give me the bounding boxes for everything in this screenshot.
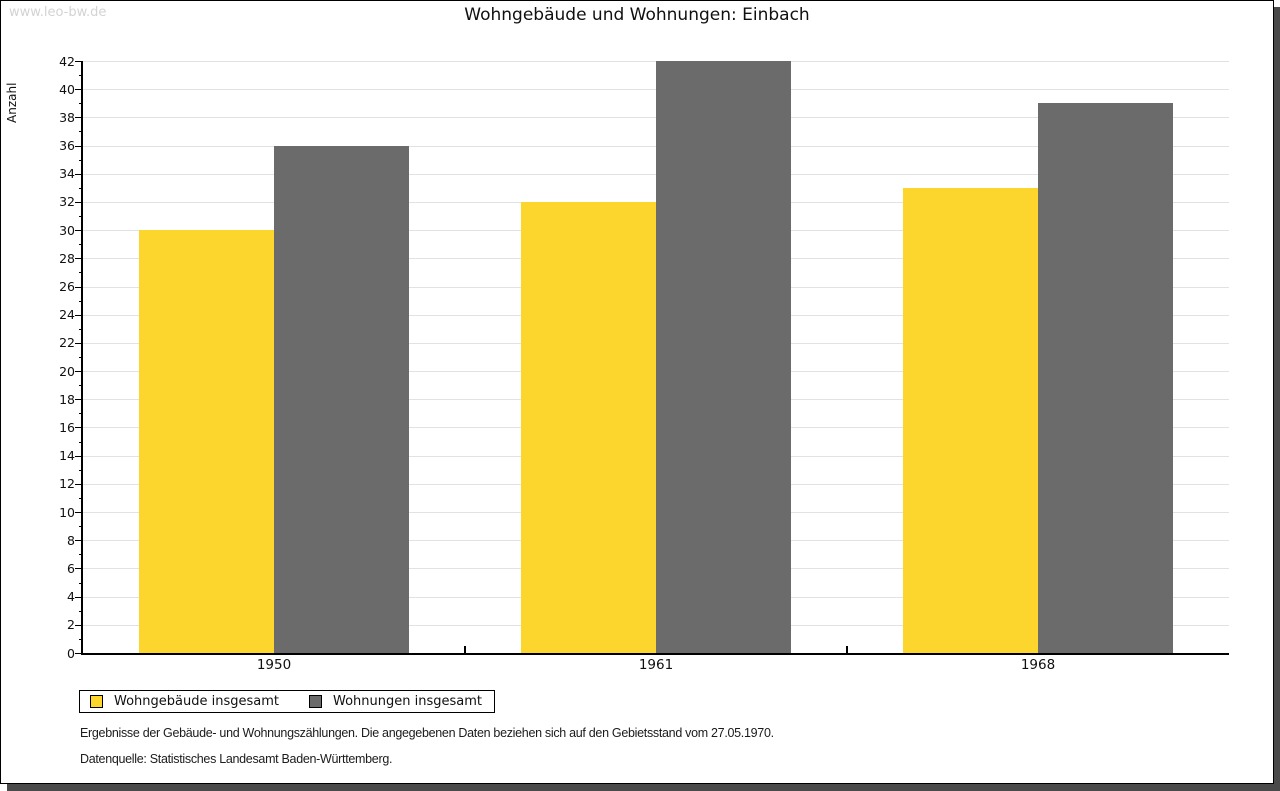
legend-item: Wohnungen insgesamt	[309, 694, 482, 709]
y-major-tick	[75, 597, 83, 598]
legend-swatch	[90, 695, 103, 708]
y-tick-label: 42	[59, 54, 75, 69]
y-major-tick	[75, 61, 83, 62]
y-minor-tick	[79, 442, 83, 443]
page-title: Wohngebäude und Wohnungen: Einbach	[464, 5, 810, 25]
y-minor-tick	[79, 554, 83, 555]
watermark: www.leo-bw.de	[9, 5, 107, 20]
y-axis-title: Anzahl	[5, 82, 19, 123]
y-minor-tick	[79, 188, 83, 189]
y-minor-tick	[79, 103, 83, 104]
y-tick-label: 34	[59, 166, 75, 181]
y-minor-tick	[79, 639, 83, 640]
y-tick-label: 10	[59, 505, 75, 520]
y-tick-label: 2	[67, 617, 75, 632]
y-tick-label: 8	[67, 533, 75, 548]
y-major-tick	[75, 287, 83, 288]
legend-label: Wohngebäude insgesamt	[114, 694, 279, 709]
legend: Wohngebäude insgesamt Wohnungen insgesamt	[79, 690, 495, 713]
y-major-tick	[75, 484, 83, 485]
y-major-tick	[75, 117, 83, 118]
x-group-separator-tick	[464, 646, 466, 653]
y-major-tick	[75, 174, 83, 175]
y-minor-tick	[79, 526, 83, 527]
y-minor-tick	[79, 329, 83, 330]
y-minor-tick	[79, 244, 83, 245]
y-major-tick	[75, 427, 83, 428]
y-major-tick	[75, 146, 83, 147]
y-tick-label: 36	[59, 138, 75, 153]
y-minor-tick	[79, 583, 83, 584]
bar-1950-series1	[139, 230, 274, 653]
y-tick-label: 16	[59, 420, 75, 435]
bar-1961-series2	[656, 61, 791, 653]
y-major-tick	[75, 456, 83, 457]
y-tick-label: 0	[67, 646, 75, 661]
bar-1968-series1	[903, 188, 1038, 653]
legend-label: Wohnungen insgesamt	[333, 694, 482, 709]
y-minor-tick	[79, 75, 83, 76]
y-major-tick	[75, 202, 83, 203]
y-major-tick	[75, 230, 83, 231]
x-group-separator-tick	[846, 646, 848, 653]
y-tick-label: 18	[59, 392, 75, 407]
plot-area	[83, 61, 1229, 653]
y-tick-label: 32	[59, 194, 75, 209]
bar-1968-series2	[1038, 103, 1173, 653]
bar-1950-series2	[274, 146, 409, 653]
source-note: Datenquelle: Statistisches Landesamt Bad…	[80, 752, 393, 766]
y-minor-tick	[79, 131, 83, 132]
y-major-tick	[75, 625, 83, 626]
y-minor-tick	[79, 216, 83, 217]
y-tick-label: 38	[59, 110, 75, 125]
legend-item: Wohngebäude insgesamt	[90, 694, 279, 709]
y-minor-tick	[79, 357, 83, 358]
y-major-tick	[75, 343, 83, 344]
y-tick-label: 20	[59, 364, 75, 379]
y-tick-label: 40	[59, 82, 75, 97]
y-tick-label: 4	[67, 589, 75, 604]
y-tick-label: 12	[59, 476, 75, 491]
page-shadow-bottom	[7, 784, 1280, 791]
y-tick-label: 6	[67, 561, 75, 576]
y-minor-tick	[79, 385, 83, 386]
y-tick-label: 26	[59, 279, 75, 294]
y-major-tick	[75, 315, 83, 316]
y-major-tick	[75, 512, 83, 513]
bar-1961-series1	[521, 202, 656, 653]
y-minor-tick	[79, 272, 83, 273]
y-major-tick	[75, 653, 83, 654]
y-minor-tick	[79, 301, 83, 302]
y-major-tick	[75, 371, 83, 372]
y-tick-label: 30	[59, 223, 75, 238]
x-tick-label: 1950	[256, 657, 292, 673]
x-tick-label: 1961	[638, 657, 674, 673]
y-tick-label: 14	[59, 448, 75, 463]
y-minor-tick	[79, 413, 83, 414]
y-axis-line	[81, 61, 83, 655]
y-major-tick	[75, 540, 83, 541]
page-shadow-right	[1274, 7, 1280, 791]
y-minor-tick	[79, 160, 83, 161]
y-minor-tick	[79, 498, 83, 499]
y-tick-label: 24	[59, 307, 75, 322]
footer-note: Ergebnisse der Gebäude- und Wohnungszähl…	[80, 726, 774, 740]
y-minor-tick	[79, 611, 83, 612]
legend-swatch	[309, 695, 322, 708]
y-major-tick	[75, 258, 83, 259]
y-tick-label: 28	[59, 251, 75, 266]
y-tick-label: 22	[59, 335, 75, 350]
y-minor-tick	[79, 470, 83, 471]
y-major-tick	[75, 568, 83, 569]
y-major-tick	[75, 399, 83, 400]
x-tick-label: 1968	[1020, 657, 1056, 673]
y-major-tick	[75, 89, 83, 90]
x-axis-line	[81, 653, 1229, 655]
